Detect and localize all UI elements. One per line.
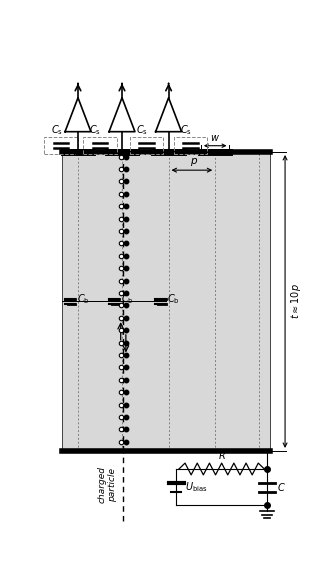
Text: $p$: $p$ — [190, 156, 198, 168]
Text: $C_\mathrm{s}$: $C_\mathrm{s}$ — [136, 123, 148, 136]
Bar — [44, 137, 78, 153]
Bar — [62, 152, 270, 451]
Text: $C_\mathrm{b}$: $C_\mathrm{b}$ — [121, 292, 133, 306]
Bar — [130, 137, 163, 153]
Text: $C_\mathrm{s}$: $C_\mathrm{s}$ — [180, 123, 192, 136]
Bar — [174, 137, 207, 153]
Text: $U_\mathrm{bias}$: $U_\mathrm{bias}$ — [185, 480, 208, 494]
Text: charged
particle: charged particle — [98, 466, 118, 503]
Text: $t \approx 10p$: $t \approx 10p$ — [289, 283, 303, 319]
Text: $C_\mathrm{s}$: $C_\mathrm{s}$ — [89, 123, 101, 136]
Bar — [83, 137, 117, 153]
Text: $C_\mathrm{s}$: $C_\mathrm{s}$ — [50, 123, 62, 136]
Text: $C_\mathrm{b}$: $C_\mathrm{b}$ — [77, 292, 90, 306]
Text: $C$: $C$ — [277, 481, 286, 493]
Text: $C_\mathrm{b}$: $C_\mathrm{b}$ — [167, 292, 180, 306]
Text: $R$: $R$ — [218, 449, 225, 461]
Text: $w$: $w$ — [210, 133, 220, 143]
